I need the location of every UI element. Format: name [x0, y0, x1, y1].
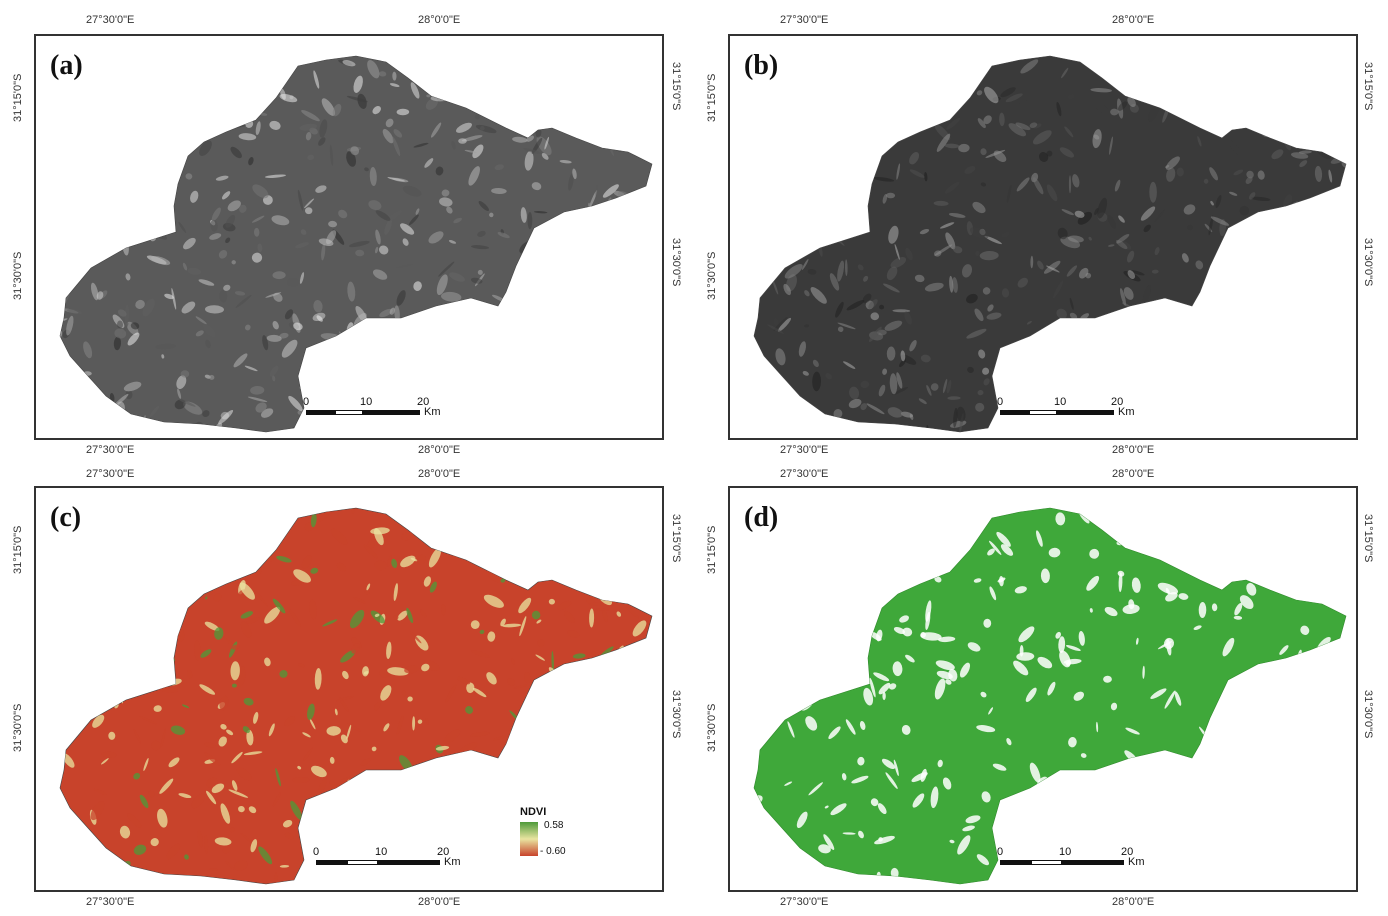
scale-bar-b: 0 10 20 Km [997, 396, 1140, 420]
scale-bar-d: 0 10 20 Km [997, 846, 1150, 870]
scale-bar-a: 0 10 20 Km [303, 396, 446, 420]
scale-unit: Km [424, 406, 441, 418]
scale-segment [347, 860, 378, 865]
scale-unit: Km [444, 856, 461, 868]
scale-segment [391, 410, 420, 415]
study-area-b [753, 55, 1347, 433]
right-tick-a-2: 31°30'0"S [670, 238, 682, 287]
study-area-c [59, 507, 653, 885]
bottom-tick-a-1: 27°30'0"E [86, 444, 135, 456]
left-tick-d-1: 31°15'0"S [706, 525, 718, 574]
left-tick-a-1: 31°15'0"S [12, 73, 24, 122]
top-tick-a-2: 28°0'0"E [418, 14, 461, 26]
scale-label: 10 [360, 396, 373, 408]
scale-unit: Km [1128, 856, 1145, 868]
scale-segment [316, 860, 347, 865]
top-tick-c-1: 27°30'0"E [86, 468, 135, 480]
scale-unit: Km [1118, 406, 1135, 418]
map-frame-d: (d) 0 10 20 Km [728, 486, 1358, 892]
map-frame-c: (c) 0 10 20 Km NDVI 0.58 - 0.60 [34, 486, 664, 892]
ndvi-legend: NDVI 0.58 - 0.60 [520, 806, 620, 862]
scale-label: 0 [997, 846, 1004, 858]
legend-title: NDVI [520, 806, 547, 818]
right-tick-c-2: 31°30'0"S [670, 690, 682, 739]
map-frame-b: (b) 0 10 20 Km [728, 34, 1358, 440]
scale-segment [1028, 410, 1057, 415]
scale-segment [378, 860, 409, 865]
right-tick-c-1: 31°15'0"S [670, 514, 682, 563]
bottom-tick-c-2: 28°0'0"E [418, 896, 461, 908]
map-region-b [753, 55, 1347, 433]
top-tick-d-2: 28°0'0"E [1112, 468, 1155, 480]
map-panel-c: (c) 0 10 20 Km NDVI 0.58 - 0.60 27°30'0"E 2… [0, 452, 694, 916]
map-panel-d: (d) 0 10 20 Km 27°30'0"E 28°0'0"E 27°30'0"E… [694, 452, 1388, 916]
scale-segment [1093, 860, 1124, 865]
top-tick-d-1: 27°30'0"E [780, 468, 829, 480]
scale-segment [334, 410, 363, 415]
right-tick-d-1: 31°15'0"S [1362, 514, 1374, 563]
top-tick-c-2: 28°0'0"E [418, 468, 461, 480]
map-region-c [59, 507, 653, 885]
scale-label: 10 [375, 846, 388, 858]
scale-label: 10 [1059, 846, 1072, 858]
bottom-tick-d-2: 28°0'0"E [1112, 896, 1155, 908]
scale-label: 20 [437, 846, 450, 858]
scale-label: 20 [1121, 846, 1134, 858]
left-tick-c-1: 31°15'0"S [12, 525, 24, 574]
left-tick-a-2: 31°30'0"S [12, 251, 24, 300]
left-tick-b-1: 31°15'0"S [706, 73, 718, 122]
scale-segment [409, 860, 440, 865]
scale-label: 0 [313, 846, 320, 858]
bottom-tick-b-2: 28°0'0"E [1112, 444, 1155, 456]
panel-label-d: (d) [744, 502, 779, 533]
scale-segment [1000, 410, 1029, 415]
left-tick-b-2: 31°30'0"S [706, 251, 718, 300]
study-area-d [753, 507, 1347, 885]
scale-segment [363, 410, 392, 415]
scale-label: 20 [1111, 396, 1124, 408]
scale-label: 0 [997, 396, 1004, 408]
top-tick-b-1: 27°30'0"E [780, 14, 829, 26]
bottom-tick-c-1: 27°30'0"E [86, 896, 135, 908]
right-tick-a-1: 31°15'0"S [670, 62, 682, 111]
scale-label: 0 [303, 396, 310, 408]
scale-segment [1031, 860, 1062, 865]
left-tick-d-2: 31°30'0"S [706, 703, 718, 752]
panel-label-c: (c) [50, 502, 82, 533]
map-region-d [753, 507, 1347, 885]
bottom-tick-d-1: 27°30'0"E [780, 896, 829, 908]
scale-segment [1062, 860, 1093, 865]
scale-label: 20 [417, 396, 430, 408]
scale-bar-c: 0 10 20 Km [313, 846, 466, 870]
map-panel-a: (a) 0 10 20 Km 27°30'0"E 28°0'0"E 27°30'0"E… [0, 0, 694, 458]
scale-segment [1085, 410, 1114, 415]
right-tick-d-2: 31°30'0"S [1362, 690, 1374, 739]
map-frame-a: (a) 0 10 20 Km [34, 34, 664, 440]
scale-segment [306, 410, 335, 415]
top-tick-a-1: 27°30'0"E [86, 14, 135, 26]
panel-label-a: (a) [50, 50, 83, 81]
legend-max: 0.58 [544, 820, 564, 831]
map-panel-b: (b) 0 10 20 Km 27°30'0"E 28°0'0"E 27°30'0"E… [694, 0, 1388, 458]
scale-segment [1057, 410, 1086, 415]
legend-min: - 0.60 [540, 846, 566, 857]
bottom-tick-b-1: 27°30'0"E [780, 444, 829, 456]
right-tick-b-1: 31°15'0"S [1362, 62, 1374, 111]
left-tick-c-2: 31°30'0"S [12, 703, 24, 752]
map-region-a [59, 55, 653, 433]
top-tick-b-2: 28°0'0"E [1112, 14, 1155, 26]
bottom-tick-a-2: 28°0'0"E [418, 444, 461, 456]
legend-color-ramp [520, 822, 538, 856]
scale-segment [1000, 860, 1031, 865]
right-tick-b-2: 31°30'0"S [1362, 238, 1374, 287]
panel-label-b: (b) [744, 50, 779, 81]
scale-label: 10 [1054, 396, 1067, 408]
